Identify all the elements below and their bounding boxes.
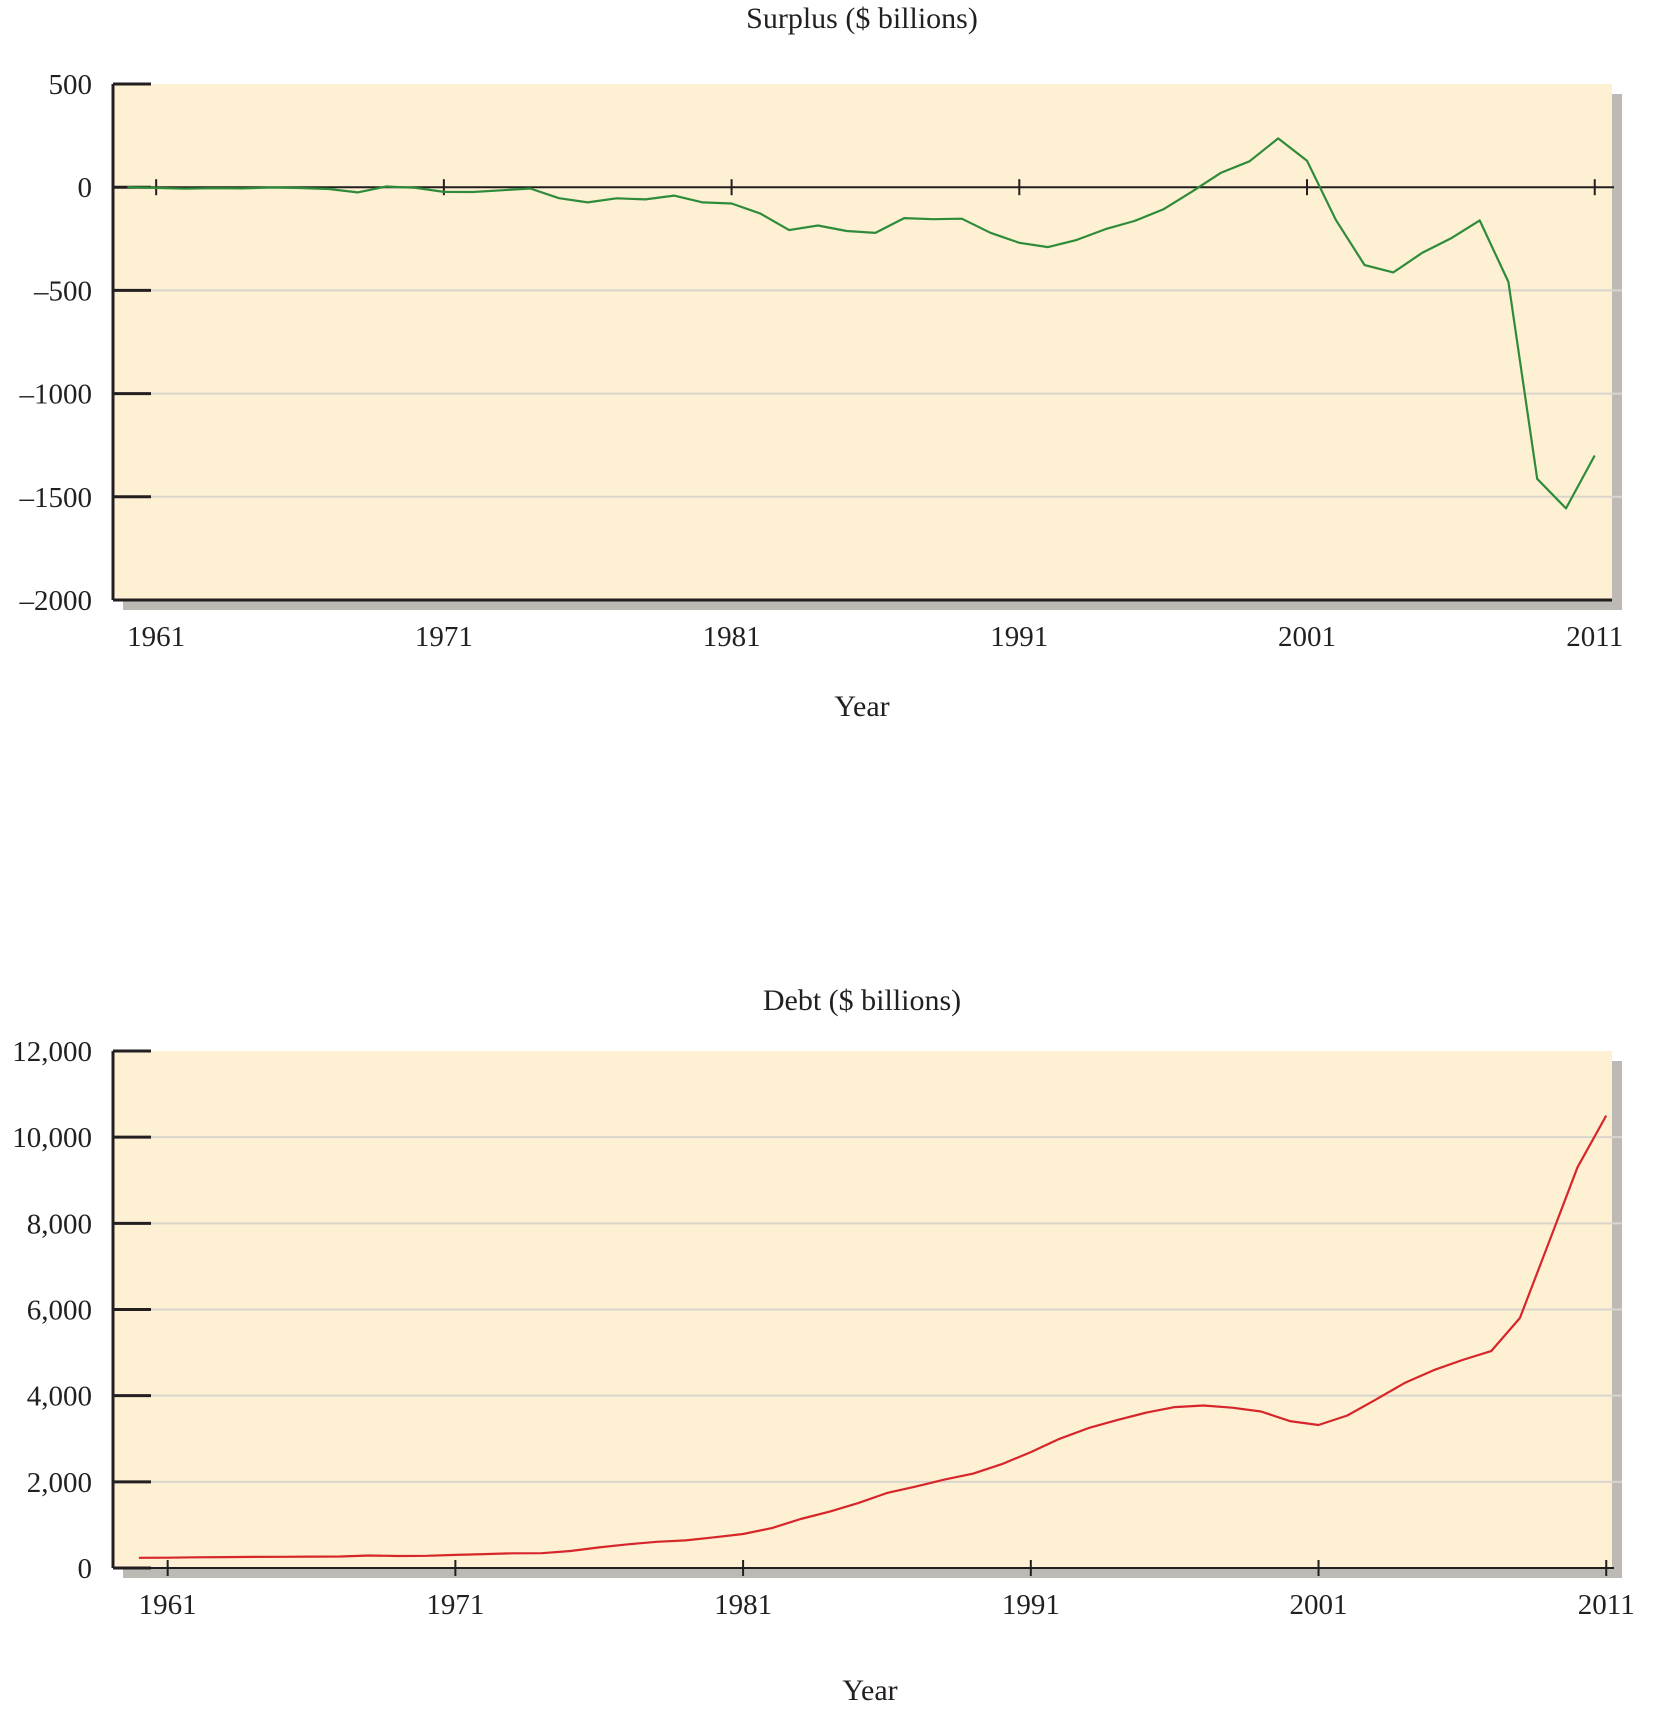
y-tick-label: 10,000 [12,1122,92,1154]
series-line-1 [138,1115,1608,1559]
x-tick-label: 1961 [127,621,185,653]
x-axis-label: Year [842,1674,897,1707]
x-tick-label: 2011 [1578,1589,1635,1621]
x-tick-label: 2001 [1278,621,1336,653]
y-tick-label: 0 [78,1553,93,1585]
series-line-1 [127,137,1596,510]
y-tick-label: 6,000 [27,1295,92,1327]
x-axis-label: Year [834,690,889,723]
y-tick-label: –1500 [19,482,93,514]
y-tick-label: 2,000 [27,1467,92,1499]
chart-panel-2: 12,000 10,000 8,000 6,000 4,000 2,000 0 1961 197… [12,984,1634,1707]
y-tick-label: –500 [33,275,92,307]
chart-panel-1: 500 0 –500 –1000 –1500 –2000 1961 1971 1981 1991 2… [19,2,1624,723]
x-tick-label: 1971 [426,1589,484,1621]
y-tick-label: –2000 [19,585,93,617]
x-tick-label: 2011 [1566,621,1623,653]
chart-title: Debt ($ billions) [763,984,961,1017]
chart-title: Surplus ($ billions) [746,2,978,35]
x-tick-label: 2001 [1290,1589,1348,1621]
y-tick-label: 0 [78,172,93,204]
y-tick-label: –1000 [19,379,93,411]
y-tick-label: 12,000 [12,1036,92,1068]
x-tick-label: 1981 [714,1589,772,1621]
x-tick-label: 1961 [139,1589,197,1621]
x-tick-label: 1991 [1002,1589,1060,1621]
y-tick-label: 8,000 [27,1208,92,1240]
y-tick-label: 4,000 [27,1381,92,1413]
x-tick-label: 1971 [415,621,473,653]
x-tick-label: 1991 [990,621,1048,653]
plot-area [113,84,1612,600]
x-tick-label: 1981 [703,621,761,653]
y-tick-label: 500 [49,69,93,101]
